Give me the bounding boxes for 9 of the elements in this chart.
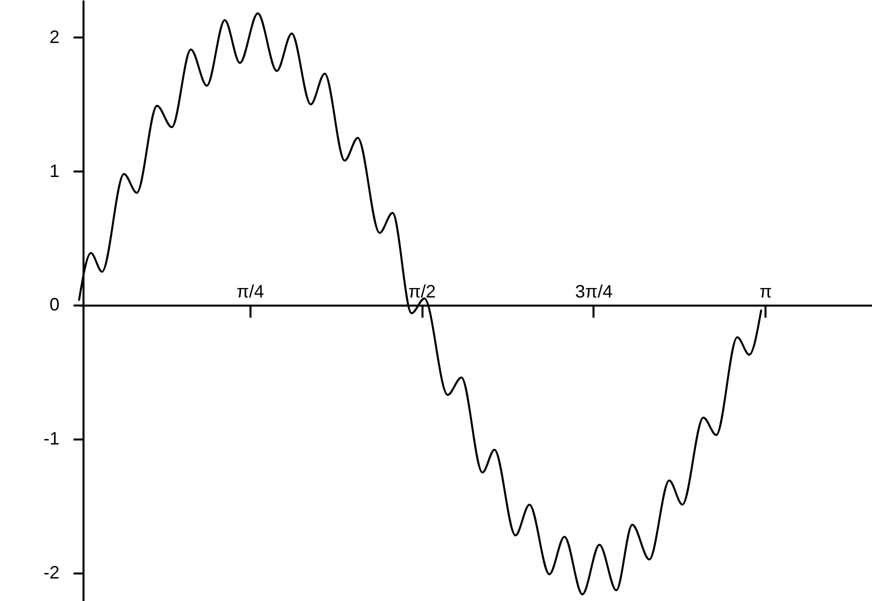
x-tick-label: π (759, 282, 772, 302)
x-tick-label: π/2 (408, 282, 436, 302)
y-tick-label: 1 (49, 160, 60, 181)
x-tick-label: 3π/4 (575, 282, 613, 302)
y-tick-label: -2 (43, 562, 60, 582)
y-tick-label: -1 (43, 428, 60, 449)
y-tick-label: 0 (49, 294, 60, 315)
x-tick-label: π/4 (236, 282, 264, 302)
y-tick-label: 2 (49, 26, 60, 47)
